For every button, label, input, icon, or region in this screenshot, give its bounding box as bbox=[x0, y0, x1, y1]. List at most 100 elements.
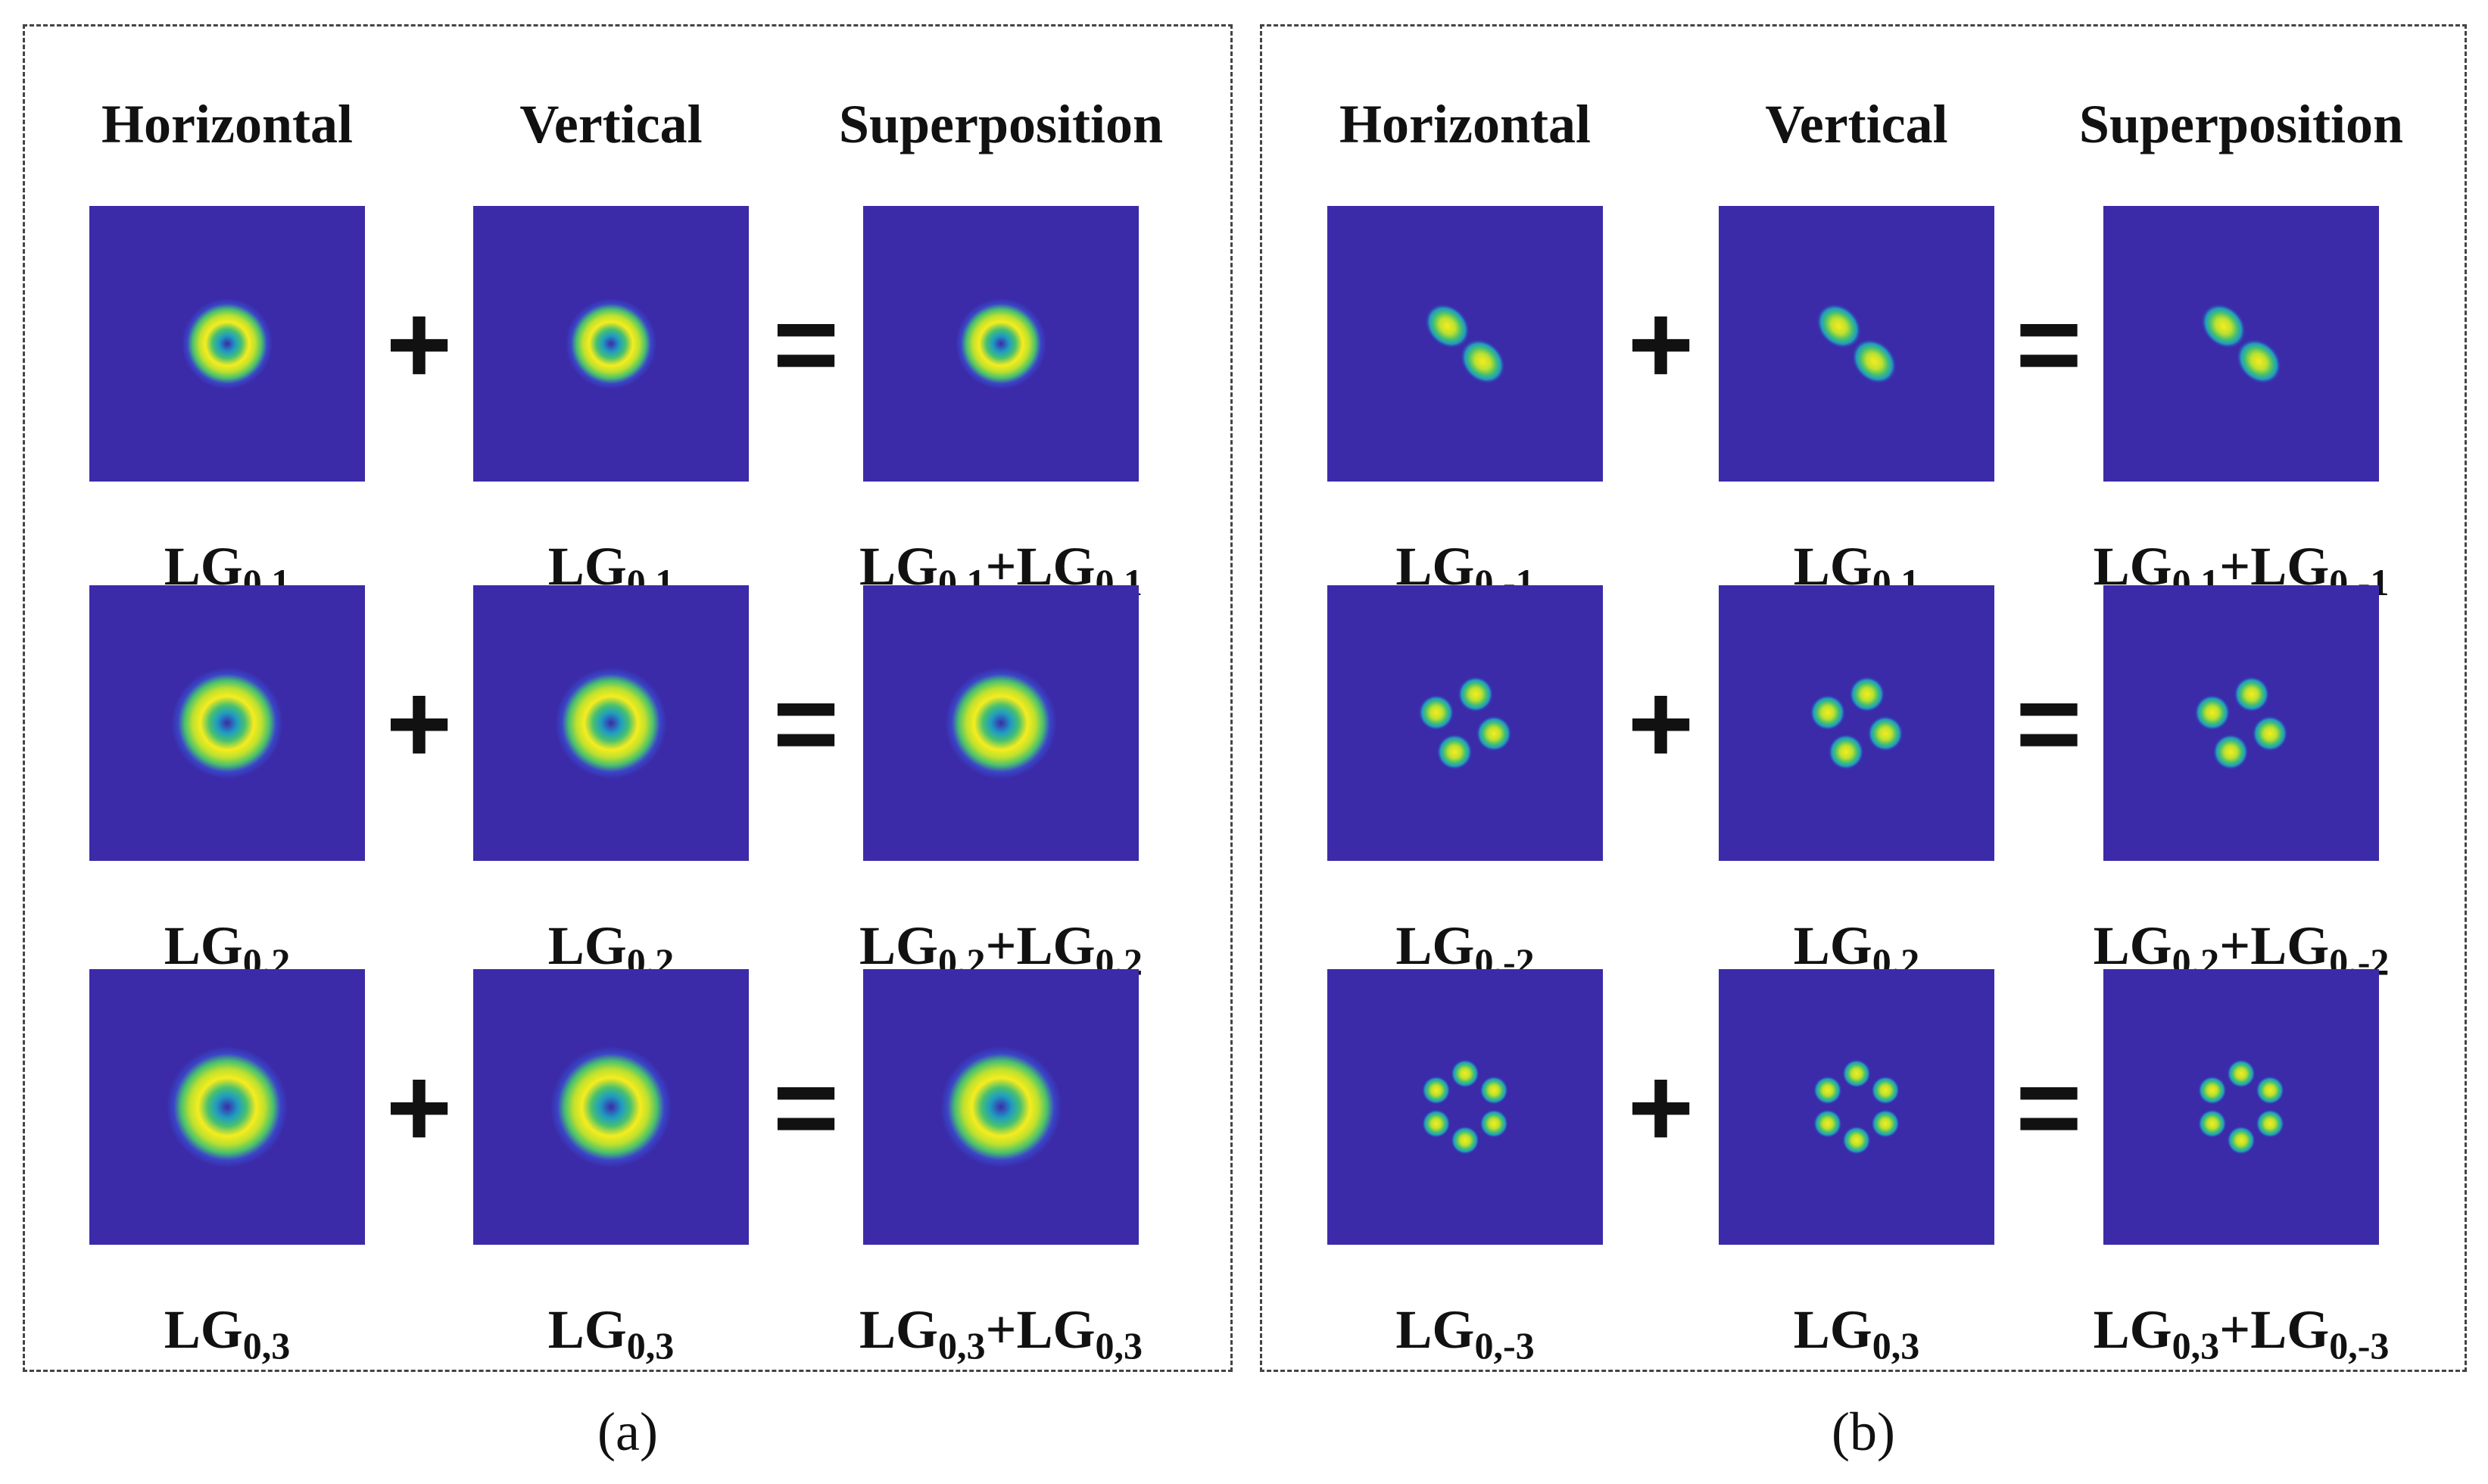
beam-image-horizontal bbox=[1327, 585, 1603, 861]
intensity-lobe bbox=[1421, 1076, 1451, 1105]
mode-name: LG bbox=[859, 1299, 938, 1360]
beam-image-superposition bbox=[863, 585, 1139, 861]
column-header-vertical: Vertical bbox=[1765, 94, 1948, 154]
intensity-lobe bbox=[1816, 303, 1862, 349]
intensity-lobe bbox=[1842, 1126, 1871, 1155]
beam-image-horizontal bbox=[1327, 969, 1603, 1245]
beam-image-superposition bbox=[863, 969, 1139, 1245]
intensity-lobe bbox=[1828, 734, 1864, 770]
mode-name: LG bbox=[859, 536, 938, 597]
beam-image-vertical bbox=[1719, 206, 1994, 482]
beam-image-horizontal bbox=[89, 585, 365, 861]
donut-beam bbox=[166, 1046, 288, 1168]
panel-frame-b bbox=[1260, 24, 2467, 1372]
panel-caption-b: (b) bbox=[1832, 1401, 1895, 1462]
plus-sign: + bbox=[985, 915, 1017, 976]
equals-operator: = bbox=[2016, 280, 2082, 407]
intensity-lobe bbox=[1460, 338, 1506, 385]
beam-image-superposition bbox=[863, 206, 1139, 482]
beam-image-superposition bbox=[2103, 585, 2379, 861]
plus-sign: + bbox=[2219, 915, 2251, 976]
donut-beam bbox=[550, 1046, 672, 1168]
intensity-lobe bbox=[2256, 1109, 2285, 1138]
plus-operator: + bbox=[385, 659, 453, 787]
intensity-lobe bbox=[1813, 1109, 1842, 1138]
intensity-lobe bbox=[2227, 1059, 2256, 1088]
superposition-mode-label: LG0,3+LG0,-3 bbox=[2094, 1302, 2390, 1364]
intensity-lobe bbox=[1436, 734, 1473, 770]
mode-index: 0,3 bbox=[937, 1324, 986, 1367]
mode-name: LG bbox=[547, 1299, 627, 1360]
mode-name: LG bbox=[1395, 536, 1475, 597]
vertical-mode-label: LG0,2 bbox=[548, 918, 675, 980]
beam-image-horizontal bbox=[89, 206, 365, 482]
mode-index: 0,3 bbox=[242, 1324, 291, 1367]
plus-sign: + bbox=[985, 536, 1017, 597]
intensity-lobe bbox=[2212, 734, 2249, 770]
superposition-mode-label: LG0,1+LG0,-1 bbox=[2094, 539, 2390, 601]
equals-operator: = bbox=[772, 659, 840, 787]
superposition-mode-label: LG0,2+LG0,2 bbox=[859, 918, 1143, 980]
donut-beam bbox=[945, 667, 1057, 779]
horizontal-mode-label: LG0,-3 bbox=[1395, 1302, 1534, 1364]
vertical-mode-label: LG0,1 bbox=[548, 539, 675, 601]
intensity-lobe bbox=[2227, 1126, 2256, 1155]
plus-sign: + bbox=[2219, 1299, 2251, 1360]
column-header-vertical: Vertical bbox=[519, 94, 703, 154]
donut-beam bbox=[181, 298, 273, 390]
mode-name: LG bbox=[547, 915, 627, 976]
intensity-lobe bbox=[2197, 1076, 2227, 1105]
beam-image-vertical bbox=[473, 969, 749, 1245]
mode-name: LG bbox=[1016, 536, 1096, 597]
mode-name: LG bbox=[1793, 915, 1872, 976]
equals-operator: = bbox=[2016, 659, 2082, 787]
intensity-lobe bbox=[1421, 1109, 1451, 1138]
donut-beam bbox=[955, 298, 1047, 390]
donut-beam bbox=[555, 667, 667, 779]
mode-name: LG bbox=[2250, 1299, 2330, 1360]
mode-name: LG bbox=[2250, 536, 2330, 597]
intensity-lobe bbox=[1849, 676, 1885, 712]
beam-image-horizontal bbox=[89, 969, 365, 1245]
mode-index: 0,-3 bbox=[1474, 1324, 1535, 1367]
intensity-lobe bbox=[2236, 338, 2282, 385]
intensity-lobe bbox=[2256, 1076, 2285, 1105]
mode-name: LG bbox=[2093, 915, 2172, 976]
intensity-lobe bbox=[2194, 694, 2231, 731]
donut-beam bbox=[565, 298, 657, 390]
mode-index: 0,3 bbox=[1095, 1324, 1143, 1367]
mode-name: LG bbox=[1016, 915, 1096, 976]
intensity-lobe bbox=[1871, 1109, 1900, 1138]
plus-operator: + bbox=[1627, 659, 1695, 787]
mode-index: 0,3 bbox=[626, 1324, 675, 1367]
beam-image-superposition bbox=[2103, 969, 2379, 1245]
beam-image-horizontal bbox=[1327, 206, 1603, 482]
column-header-horizontal: Horizontal bbox=[1339, 94, 1591, 154]
intensity-lobe bbox=[1810, 694, 1846, 731]
intensity-lobe bbox=[1479, 1109, 1509, 1138]
plus-sign: + bbox=[985, 1299, 1017, 1360]
mode-name: LG bbox=[2093, 536, 2172, 597]
intensity-lobe bbox=[1479, 1076, 1509, 1105]
intensity-lobe bbox=[2200, 303, 2246, 349]
mode-index: 0,3 bbox=[1872, 1324, 1920, 1367]
plus-operator: + bbox=[385, 280, 453, 407]
mode-name: LG bbox=[1395, 1299, 1475, 1360]
column-header-horizontal: Horizontal bbox=[101, 94, 353, 154]
intensity-lobe bbox=[2234, 676, 2270, 712]
superposition-mode-label: LG0,3+LG0,3 bbox=[859, 1302, 1143, 1364]
mode-name: LG bbox=[1395, 915, 1475, 976]
superposition-mode-label: LG0,2+LG0,-2 bbox=[2094, 918, 2390, 980]
equals-operator: = bbox=[772, 1043, 840, 1171]
equals-operator: = bbox=[2016, 1043, 2082, 1171]
mode-name: LG bbox=[859, 915, 938, 976]
mode-name: LG bbox=[2093, 1299, 2172, 1360]
donut-beam bbox=[171, 667, 283, 779]
panel-frame-a bbox=[23, 24, 1233, 1372]
beam-image-vertical bbox=[473, 585, 749, 861]
plus-operator: + bbox=[1627, 280, 1695, 407]
intensity-lobe bbox=[1451, 1059, 1479, 1088]
mode-index: 0,3 bbox=[2172, 1324, 2220, 1367]
vertical-mode-label: LG0,3 bbox=[548, 1302, 675, 1364]
mode-name: LG bbox=[164, 536, 243, 597]
